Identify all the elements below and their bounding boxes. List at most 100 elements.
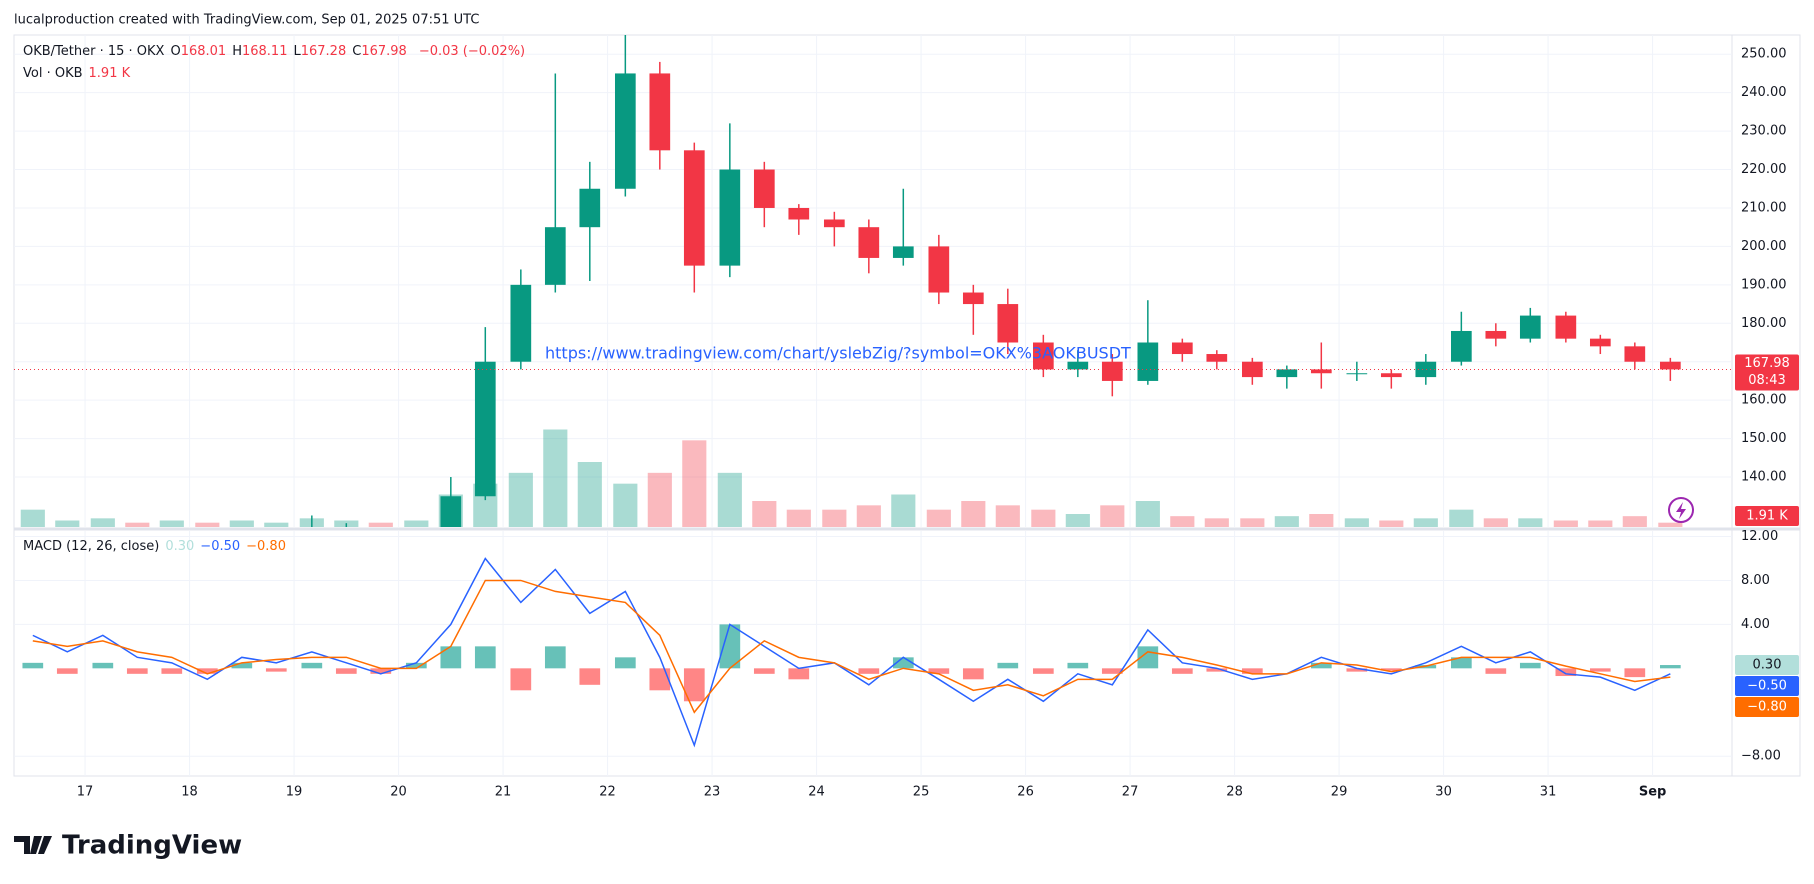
alert-icon[interactable] (1668, 497, 1694, 523)
volume-bar (1553, 520, 1578, 527)
macd-histogram (683, 668, 705, 702)
candle-body (1101, 361, 1123, 381)
volume-bar (264, 522, 289, 527)
macd-histogram (301, 662, 323, 669)
macd-histogram (92, 662, 114, 669)
macd-histogram (579, 668, 601, 685)
candle-body (1067, 361, 1089, 370)
candle-body (1241, 361, 1263, 378)
macd-histogram (928, 668, 950, 674)
frame (13, 34, 1801, 777)
logo-text: TradingView (62, 831, 242, 861)
candle-body (127, 554, 148, 558)
candle-body (474, 361, 496, 497)
macd-histogram (1101, 668, 1123, 674)
volume-bar (1135, 501, 1160, 527)
candle-body (1276, 369, 1298, 378)
legend-main: OKB/Tether · 15 · OKX O168.01 H168.11 L167.… (23, 44, 531, 59)
candle-body (788, 207, 810, 220)
candle-body (22, 562, 43, 566)
volume-bar (1588, 520, 1613, 527)
macd-histogram (788, 668, 810, 680)
last-volume-box (1735, 506, 1799, 526)
macd-histogram (1032, 668, 1054, 674)
candle-body (544, 227, 566, 285)
macd-histogram (474, 646, 496, 669)
ohlc-label: L (293, 44, 301, 59)
volume-bar (1344, 518, 1369, 527)
last-price-box (1735, 354, 1799, 391)
macd-histogram (1137, 646, 1159, 669)
y-tick-label: 190.00 (1741, 277, 1787, 292)
candle-body (719, 169, 741, 266)
volume-bar (995, 505, 1020, 527)
macd-histogram (405, 662, 427, 669)
macd-histogram (962, 668, 984, 680)
legend-macd: MACD (12, 26, close) 0.30 −0.50 −0.80 (23, 539, 292, 554)
y-tick-label: 200.00 (1741, 239, 1787, 254)
candle-body (336, 539, 357, 547)
candle-body (1380, 373, 1402, 378)
volume-bar (1309, 514, 1334, 527)
volume-bar (229, 520, 254, 527)
last-price-label: 167.98 (1744, 356, 1790, 371)
macd-histogram (440, 646, 462, 669)
logo: TradingView (14, 831, 242, 861)
legend-volume: Vol · OKB 1.91 K (23, 66, 136, 81)
candle-body (858, 227, 880, 258)
macd-histogram (510, 668, 532, 691)
candle-body (823, 219, 845, 228)
volume-bar (717, 472, 742, 527)
macd-title: MACD (12, 26, close) (23, 539, 160, 554)
candle-body (1032, 342, 1054, 370)
x-tick-label: 20 (390, 785, 407, 800)
x-tick-label: 29 (1331, 785, 1348, 800)
candle-body (1346, 373, 1368, 375)
volume-bar (1100, 505, 1125, 527)
macd-histogram (56, 668, 78, 674)
macd-histogram (649, 668, 671, 691)
candle-body (962, 292, 984, 305)
x-tick-label: 31 (1540, 785, 1557, 800)
candle-body (301, 546, 322, 550)
last-hist-label: 0.30 (1753, 658, 1782, 673)
volume-bar (1274, 516, 1299, 527)
volume-bar (577, 462, 602, 527)
last-macd-label: −0.50 (1747, 679, 1787, 694)
x-tick-label: Sep (1639, 785, 1667, 800)
volume-bar (752, 501, 777, 527)
candle-body (1415, 361, 1437, 378)
candle-body (231, 554, 252, 558)
y-tick-label: 140.00 (1741, 470, 1787, 485)
y-tick-label: 240.00 (1741, 85, 1787, 100)
candle-body (161, 554, 182, 558)
macd-histogram (1171, 668, 1193, 674)
candle-body (510, 284, 532, 362)
volume-bar (1204, 518, 1229, 527)
candle-body (440, 496, 462, 527)
volume-title: Vol · OKB (23, 66, 83, 81)
last-signal-box (1735, 697, 1799, 718)
volume-bar (404, 520, 429, 527)
candle-body (579, 188, 601, 228)
signal-line (32, 579, 1671, 714)
volume-bar (508, 472, 533, 527)
y-tick-label: 210.00 (1741, 200, 1787, 215)
candle-body (753, 169, 775, 208)
ohlc-label: H (232, 44, 242, 59)
last-macd-box (1735, 676, 1799, 697)
volume-bar (1449, 509, 1474, 527)
volume-bar (125, 522, 150, 527)
macd-histogram (753, 668, 775, 674)
volume-bar (1240, 518, 1265, 527)
candle-body (1485, 330, 1507, 339)
ohlc-value: 167.28 (300, 44, 347, 59)
x-tick-label: 19 (286, 785, 303, 800)
x-tick-label: 21 (495, 785, 512, 800)
macd-histogram (858, 668, 880, 674)
macd-histogram (1067, 662, 1089, 669)
volume-bar (368, 522, 393, 527)
last-signal-label: −0.80 (1747, 700, 1787, 715)
